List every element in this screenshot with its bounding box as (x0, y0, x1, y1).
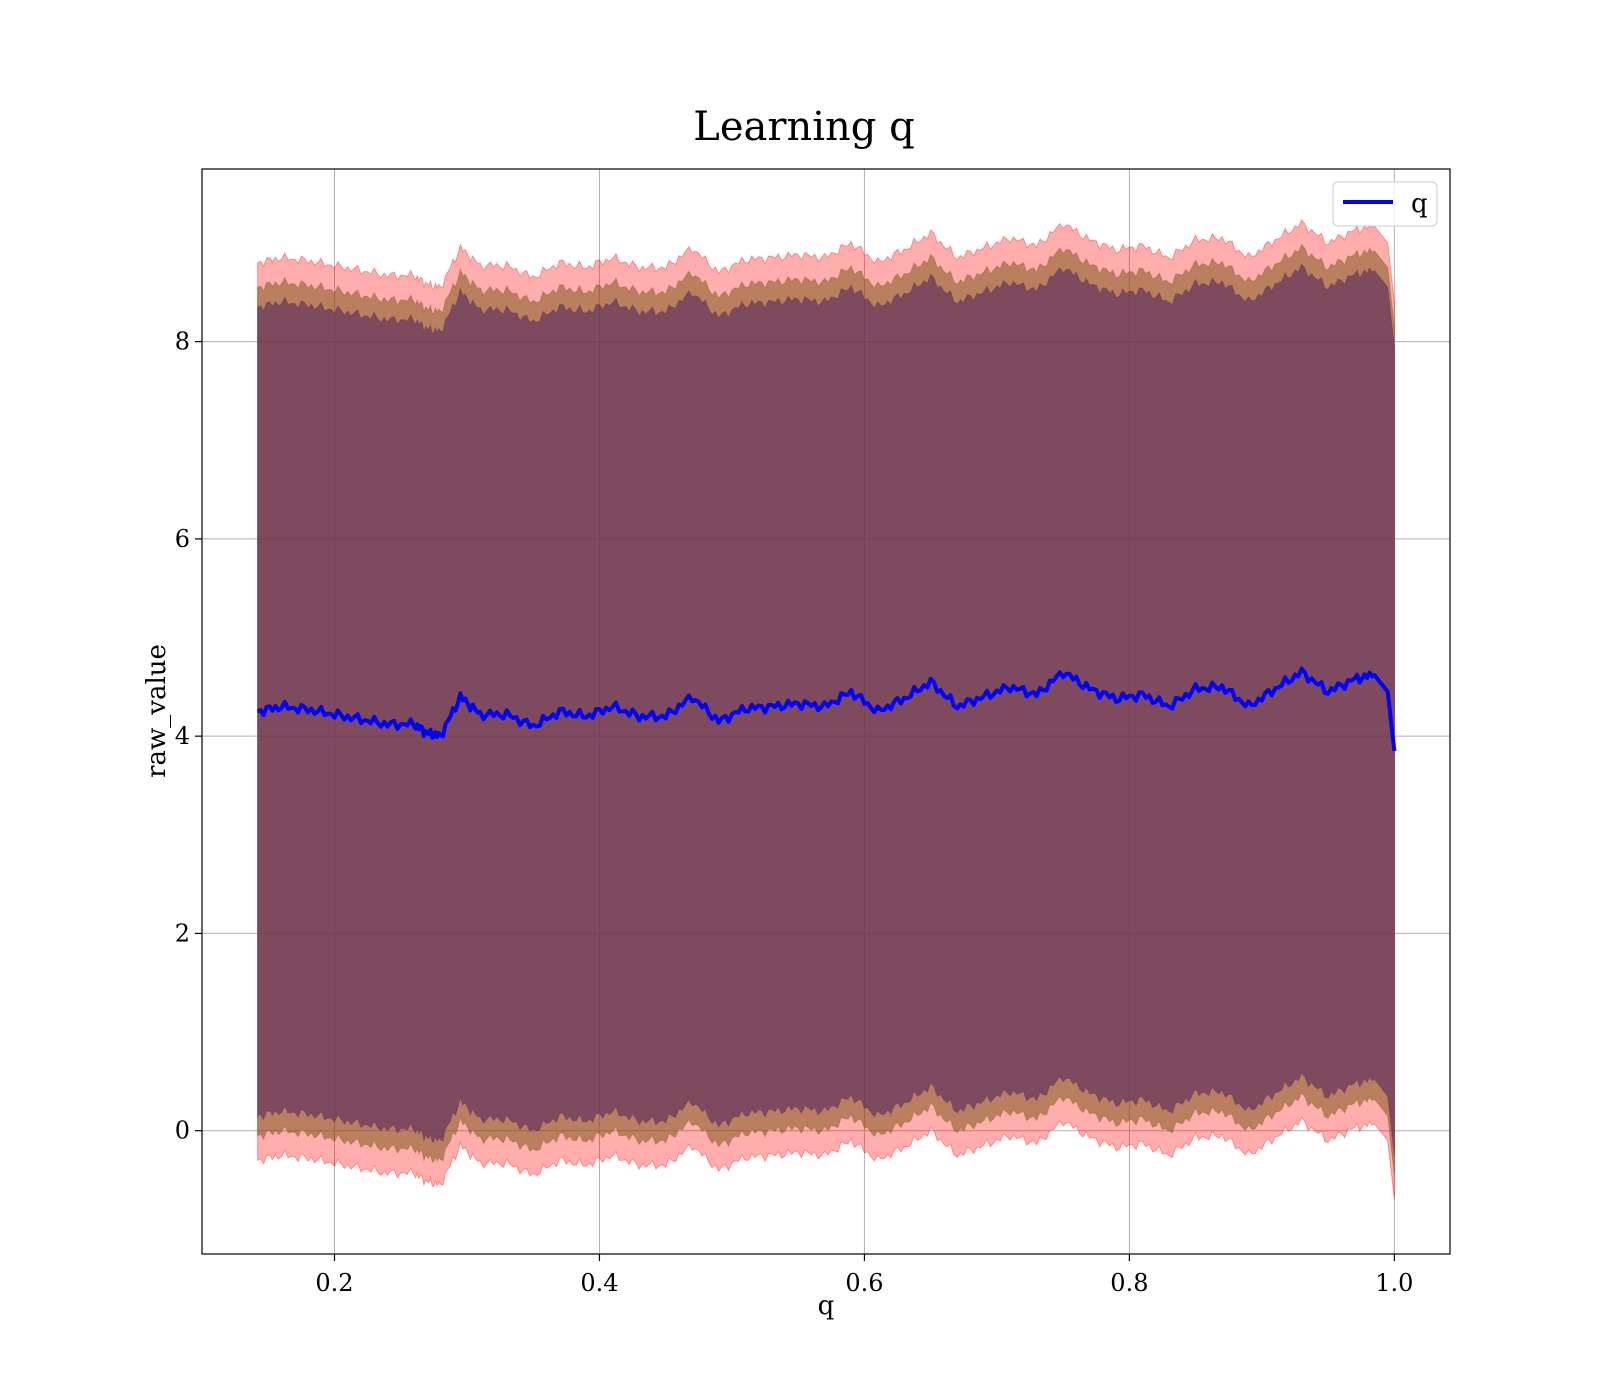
tick-layer: 0.2 0.4 0.6 0.8 1.0 0 2 4 6 8 (175, 328, 1414, 1297)
x-tick-label: 0.6 (845, 1269, 883, 1297)
series-line-layer (256, 666, 1397, 752)
x-tick-label: 0.2 (315, 1269, 353, 1297)
y-axis-label: raw_value (142, 644, 172, 778)
band-inner (257, 263, 1395, 1156)
y-tick-label: 0 (175, 1117, 190, 1145)
plot-frame (201, 168, 1451, 1255)
y-tick-label: 2 (175, 919, 190, 947)
x-tick-label: 0.4 (580, 1269, 618, 1297)
chart-title: Learning q (693, 104, 914, 150)
legend-label-q: q (1411, 189, 1428, 219)
x-axis-label: q (818, 1291, 835, 1321)
y-tick-label: 8 (175, 328, 190, 356)
y-tick-label: 4 (175, 722, 190, 750)
legend: q (1332, 181, 1438, 227)
series-line-q (256, 666, 1397, 752)
confidence-bands (257, 218, 1395, 1200)
x-tick-label: 1.0 (1375, 1269, 1413, 1297)
y-tick-label: 6 (175, 525, 190, 553)
x-tick-label: 0.8 (1110, 1269, 1148, 1297)
